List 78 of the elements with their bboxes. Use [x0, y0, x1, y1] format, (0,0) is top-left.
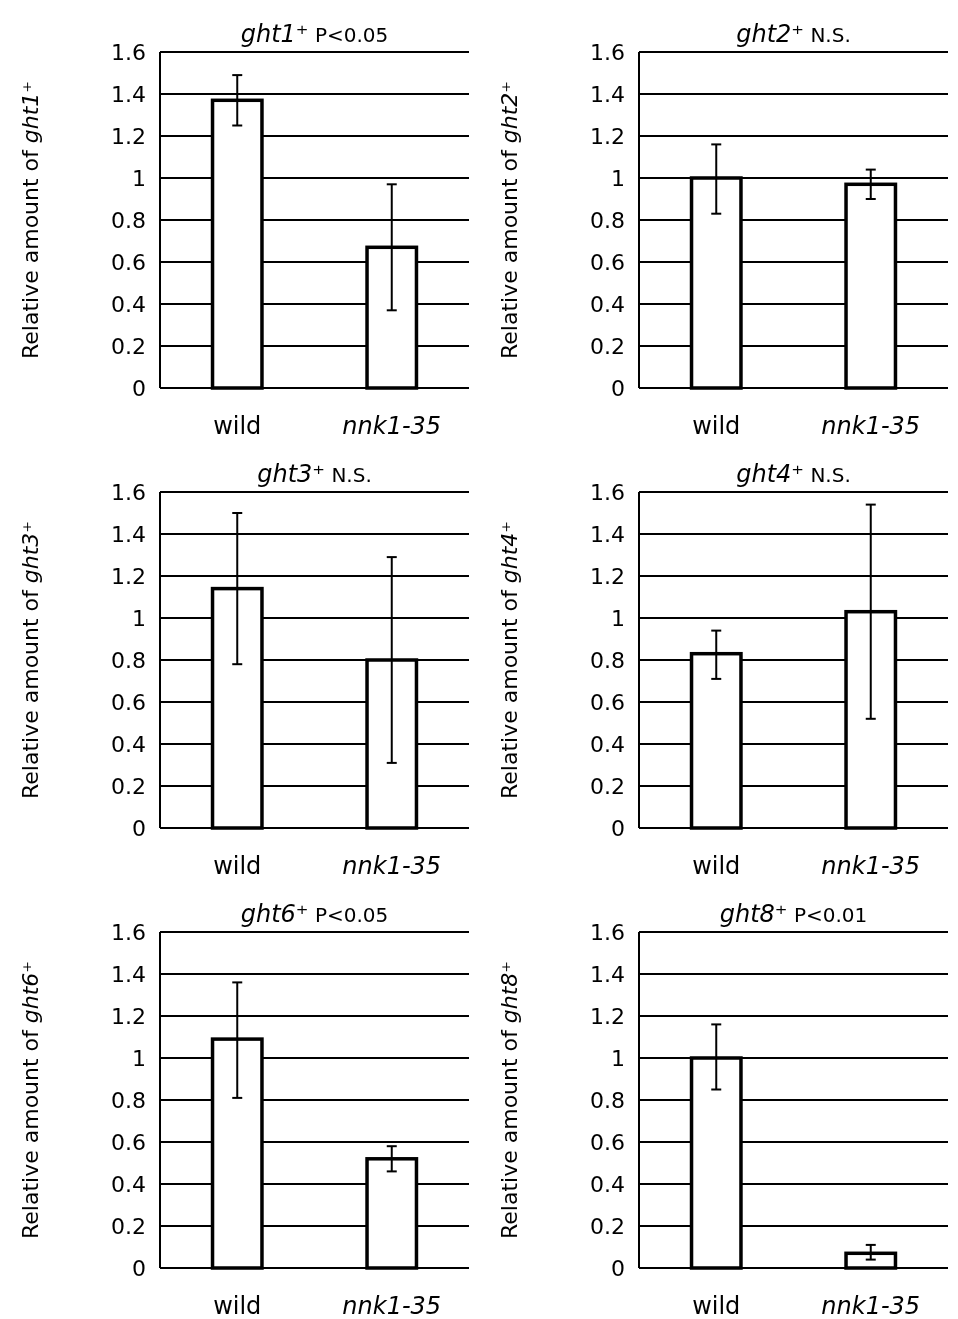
y-tick-label: 1	[132, 605, 146, 631]
y-tick-label: 1.4	[111, 521, 146, 547]
y-tick-label: 1.4	[111, 961, 146, 987]
y-tick-label: 0.4	[590, 1171, 625, 1197]
y-tick-label: 1.2	[590, 123, 625, 149]
y-axis-title: Relative amount of ght1⁺	[18, 81, 43, 359]
y-tick-label: 0.4	[111, 291, 146, 317]
y-tick-label: 1.6	[590, 479, 625, 505]
chart-title: ght8⁺ P<0.01	[719, 900, 868, 928]
y-tick-label: 0	[132, 375, 146, 401]
y-tick-label: 0.2	[590, 333, 625, 359]
x-tick-label: nnk1-35	[342, 412, 442, 440]
chart-title: ght6⁺ P<0.05	[240, 900, 389, 928]
y-tick-label: 1.2	[111, 1003, 146, 1029]
x-tick-label: wild	[692, 412, 741, 440]
y-tick-label: 1	[132, 1045, 146, 1071]
x-tick-label: nnk1-35	[342, 852, 442, 880]
y-tick-label: 0.6	[111, 689, 146, 715]
y-tick-label: 1.2	[590, 1003, 625, 1029]
y-axis-title: Relative amount of ght6⁺	[18, 961, 43, 1239]
y-tick-label: 0.2	[590, 1213, 625, 1239]
y-axis-title: Relative amount of ght4⁺	[497, 521, 522, 799]
y-tick-label: 1.4	[590, 81, 625, 107]
y-tick-label: 1.2	[590, 563, 625, 589]
y-tick-label: 0.8	[590, 207, 625, 233]
y-tick-label: 0	[132, 1255, 146, 1281]
y-tick-label: 0.2	[111, 333, 146, 359]
x-tick-label: wild	[213, 852, 262, 880]
y-tick-label: 1.6	[111, 919, 146, 945]
y-tick-label: 1	[611, 605, 625, 631]
x-tick-label: nnk1-35	[821, 852, 921, 880]
y-tick-label: 1.2	[111, 563, 146, 589]
x-tick-label: wild	[213, 1292, 262, 1319]
y-tick-label: 0.6	[111, 249, 146, 275]
y-tick-label: 0.4	[590, 731, 625, 757]
y-tick-label: 0.4	[111, 731, 146, 757]
y-tick-label: 0.6	[590, 249, 625, 275]
y-tick-label: 1.2	[111, 123, 146, 149]
y-tick-label: 0.6	[590, 1129, 625, 1155]
y-tick-label: 0	[611, 375, 625, 401]
y-tick-label: 0.6	[590, 689, 625, 715]
y-tick-label: 0.8	[590, 1087, 625, 1113]
chart-title: ght3⁺ N.S.	[257, 460, 372, 488]
y-tick-label: 1.6	[111, 39, 146, 65]
chart-title: ght1⁺ P<0.05	[240, 20, 389, 48]
y-tick-label: 0.2	[590, 773, 625, 799]
y-tick-label: 0.4	[111, 1171, 146, 1197]
x-tick-label: nnk1-35	[821, 412, 921, 440]
y-tick-label: 0.8	[111, 207, 146, 233]
y-tick-label: 0	[611, 1255, 625, 1281]
chart-title: ght2⁺ N.S.	[736, 20, 851, 48]
y-tick-label: 1	[611, 165, 625, 191]
x-tick-label: wild	[692, 852, 741, 880]
y-tick-label: 0.8	[590, 647, 625, 673]
y-tick-label: 1.4	[111, 81, 146, 107]
y-tick-label: 0.2	[111, 773, 146, 799]
x-tick-label: nnk1-35	[821, 1292, 921, 1319]
y-tick-label: 1.6	[111, 479, 146, 505]
y-tick-label: 1	[611, 1045, 625, 1071]
y-tick-label: 1.6	[590, 919, 625, 945]
x-tick-label: nnk1-35	[342, 1292, 442, 1319]
chart-title: ght4⁺ N.S.	[736, 460, 851, 488]
y-tick-label: 0.8	[111, 1087, 146, 1113]
y-tick-label: 1	[132, 165, 146, 191]
y-tick-label: 1.4	[590, 521, 625, 547]
x-tick-label: wild	[213, 412, 262, 440]
y-axis-title: Relative amount of ght3⁺	[18, 521, 43, 799]
y-tick-label: 1.6	[590, 39, 625, 65]
y-axis-title: Relative amount of ght2⁺	[497, 81, 522, 359]
x-tick-label: wild	[692, 1292, 741, 1319]
y-tick-label: 0.6	[111, 1129, 146, 1155]
y-axis-title: Relative amount of ght8⁺	[497, 961, 522, 1239]
y-tick-label: 0	[132, 815, 146, 841]
y-tick-label: 0.2	[111, 1213, 146, 1239]
y-tick-label: 0.4	[590, 291, 625, 317]
y-tick-label: 0	[611, 815, 625, 841]
y-tick-label: 0.8	[111, 647, 146, 673]
y-tick-label: 1.4	[590, 961, 625, 987]
